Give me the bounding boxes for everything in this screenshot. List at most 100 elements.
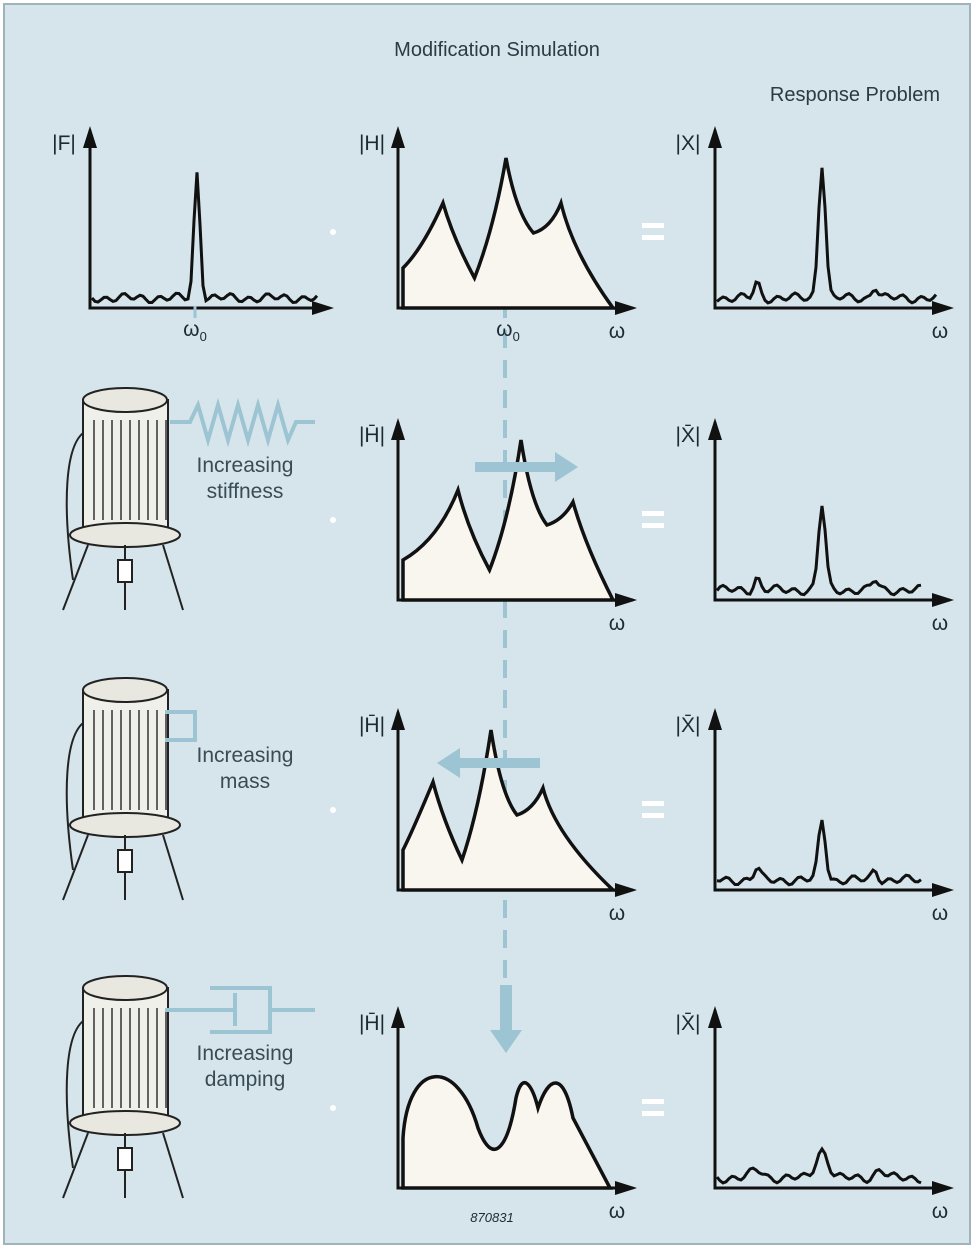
spectrum-curve bbox=[715, 1146, 922, 1185]
excitation-symbol: ω bbox=[183, 318, 199, 341]
y-axis-label: |H̄| bbox=[359, 1012, 385, 1035]
equals-sign bbox=[642, 813, 664, 818]
arrow-head bbox=[615, 593, 637, 607]
shift-arrow bbox=[490, 985, 522, 1053]
y-axis-label: |X̄| bbox=[676, 1012, 701, 1035]
motor-cable bbox=[65, 429, 89, 581]
excitation-subscript: 0 bbox=[200, 329, 207, 344]
motor-body bbox=[82, 399, 169, 531]
modification-label: mass bbox=[220, 770, 270, 793]
modification-label: Increasing bbox=[197, 744, 294, 767]
frf-curve bbox=[401, 1075, 613, 1190]
x-axis-label: ω bbox=[932, 902, 948, 925]
frf-curve bbox=[401, 439, 616, 602]
arrow-head bbox=[312, 301, 334, 315]
frf-curve bbox=[401, 729, 618, 892]
mass-block bbox=[165, 710, 197, 742]
excitation-label: ω0 bbox=[496, 318, 520, 344]
spectrum-curve bbox=[716, 167, 938, 305]
x-axis-label: ω bbox=[932, 320, 948, 343]
motor-drawing bbox=[62, 975, 184, 1199]
y-axis-label: |H̄| bbox=[359, 424, 385, 447]
figure-number: 870831 bbox=[470, 1210, 513, 1225]
equals-sign bbox=[642, 1111, 664, 1116]
y-axis-label: |X| bbox=[676, 132, 701, 155]
equals-sign bbox=[642, 801, 664, 806]
motor-base bbox=[69, 1110, 181, 1136]
spectrum-curve bbox=[90, 172, 319, 305]
sensor bbox=[117, 559, 133, 583]
motor-base bbox=[69, 522, 181, 548]
axes bbox=[713, 712, 950, 892]
equals-sign bbox=[642, 1099, 664, 1104]
spectrum-curve bbox=[715, 505, 922, 597]
excitation-subscript: 0 bbox=[513, 329, 520, 344]
motor-base bbox=[69, 812, 181, 838]
tripod-leg bbox=[162, 834, 184, 901]
tripod-leg bbox=[62, 1132, 89, 1199]
arrow-head bbox=[83, 126, 97, 148]
equals-sign bbox=[642, 223, 664, 228]
sensor bbox=[117, 849, 133, 873]
motor-top bbox=[82, 387, 168, 413]
arrow-head bbox=[391, 708, 405, 730]
y-axis-label: |H̄| bbox=[359, 714, 385, 737]
spring bbox=[170, 397, 315, 448]
motor-drawing bbox=[62, 387, 184, 611]
arrow-head bbox=[932, 301, 954, 315]
arrow-head bbox=[708, 418, 722, 440]
tripod-leg bbox=[162, 1132, 184, 1199]
arrow-head bbox=[932, 1181, 954, 1195]
shift-arrow bbox=[475, 452, 578, 482]
subtitle: Response Problem bbox=[770, 84, 940, 106]
times-sign bbox=[330, 517, 336, 523]
title: Modification Simulation bbox=[394, 39, 600, 61]
times-sign bbox=[330, 1105, 336, 1111]
arrow-head bbox=[391, 1006, 405, 1028]
axes bbox=[713, 422, 950, 602]
arrow-head bbox=[708, 126, 722, 148]
equals-sign bbox=[642, 523, 664, 528]
times-sign bbox=[330, 229, 336, 235]
axes bbox=[713, 130, 950, 310]
equals-sign bbox=[642, 235, 664, 240]
equals-sign bbox=[642, 511, 664, 516]
arrow-head bbox=[708, 708, 722, 730]
tripod-leg bbox=[62, 834, 89, 901]
y-axis-label: |H| bbox=[359, 132, 385, 155]
arrow-head bbox=[391, 418, 405, 440]
excitation-symbol: ω bbox=[496, 318, 512, 341]
motor-body bbox=[82, 987, 169, 1119]
axes bbox=[88, 130, 330, 310]
modification-label: damping bbox=[205, 1068, 286, 1091]
damper bbox=[165, 986, 315, 1034]
tripod-leg bbox=[162, 544, 184, 611]
modification-label: Increasing bbox=[197, 1042, 294, 1065]
x-axis-label: ω bbox=[932, 1200, 948, 1223]
motor-drawing bbox=[62, 677, 184, 901]
y-axis-label: |X̄| bbox=[676, 424, 701, 447]
arrow-head bbox=[615, 883, 637, 897]
excitation-label: ω0 bbox=[183, 318, 207, 344]
y-axis-label: |F| bbox=[52, 132, 76, 155]
x-axis-label: ω bbox=[609, 902, 625, 925]
arrow-head bbox=[932, 593, 954, 607]
arrow-head bbox=[615, 301, 637, 315]
modification-label: stiffness bbox=[207, 480, 284, 503]
sensor bbox=[117, 1147, 133, 1171]
modification-label: Increasing bbox=[197, 454, 294, 477]
motor-body bbox=[82, 689, 169, 821]
arrow-head bbox=[932, 883, 954, 897]
x-axis-label: ω bbox=[609, 1200, 625, 1223]
x-axis-label: ω bbox=[609, 320, 625, 343]
y-axis-label: |X̄| bbox=[676, 714, 701, 737]
spectrum-curve bbox=[716, 819, 922, 887]
shift-arrow bbox=[437, 748, 540, 778]
diagram-layer: |F| |H| |X|ω0 ω0 ω ω|H̄| |X̄|ω ωIncreasingstiff… bbox=[52, 126, 954, 1225]
arrow-head bbox=[615, 1181, 637, 1195]
axes bbox=[713, 1010, 950, 1190]
x-axis-label: ω bbox=[932, 612, 948, 635]
tripod-leg bbox=[62, 544, 89, 611]
frf-curve bbox=[401, 157, 617, 310]
